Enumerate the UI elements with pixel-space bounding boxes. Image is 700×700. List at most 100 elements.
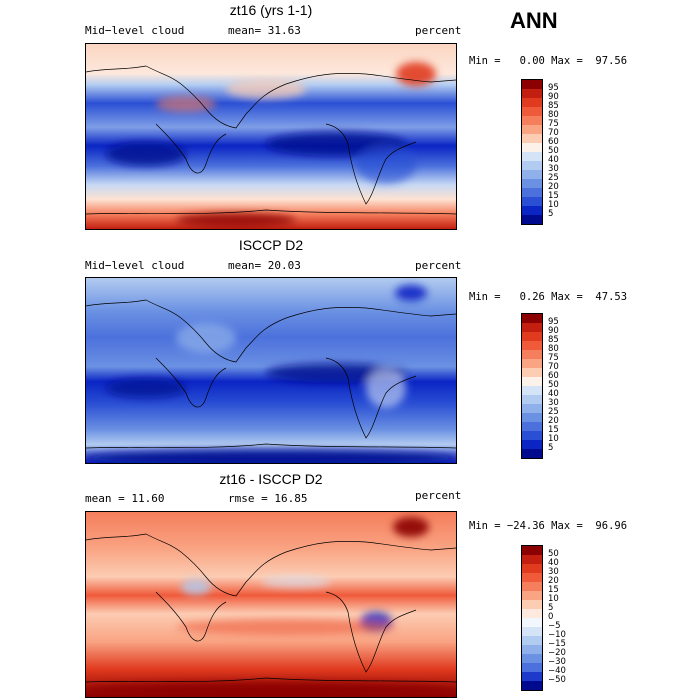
panel-3-colorbar-label: 30 — [548, 567, 559, 577]
panel-3-colorbar-label: −15 — [548, 639, 566, 649]
panel-3-colorbar-box — [522, 546, 542, 555]
panel-1-colorbar-label: 30 — [548, 164, 559, 174]
panel-1-colorbar-box — [522, 179, 542, 188]
panel-2-colorbar-label: 90 — [548, 326, 559, 336]
panel-3-minmax: Min = −24.36 Max = 96.96 — [469, 520, 628, 532]
panel-2-colorbar-box — [522, 386, 542, 395]
panel-3-colorbar-box — [522, 654, 542, 663]
panel-2-colorbar-label: 30 — [548, 398, 559, 408]
panel-3-colorbar-label: −20 — [548, 648, 566, 658]
panel-2-colorbar-box — [522, 449, 542, 458]
panel-3-colorbar-label: 5 — [548, 603, 554, 613]
panel-1-colorbar-box — [522, 170, 542, 179]
panel-2-mean-label: mean= 20.03 — [228, 259, 301, 272]
panel-3-colorbar-box — [522, 645, 542, 654]
panel-2-colorbar-box — [522, 314, 542, 323]
panel-2-colorbar-label: 15 — [548, 425, 559, 435]
panel-1-colorbar-label: 15 — [548, 191, 559, 201]
panel-2-colorbar-label: 80 — [548, 344, 559, 354]
panel-3-colorbar-label: −10 — [548, 630, 566, 640]
panel-3-colorbar-box — [522, 663, 542, 672]
panel-2-colorbar-label: 40 — [548, 389, 559, 399]
panel-1-colorbar-label: 50 — [548, 146, 559, 156]
panel-3-colorbar — [521, 545, 543, 691]
panel-1-colorbar-box — [522, 98, 542, 107]
panel-3-mean-label: mean = 11.60 — [85, 492, 165, 505]
panel-1-colorbar-label: 60 — [548, 137, 559, 147]
panel-2-colorbar-box — [522, 350, 542, 359]
panel-1-colorbar-label: 80 — [548, 110, 559, 120]
panel-2-colorbar-label: 70 — [548, 362, 559, 372]
panel-3-colorbar-label: 40 — [548, 558, 559, 568]
panel-3-colorbar-label: −50 — [548, 675, 566, 685]
panel-3-colorbar-label: 15 — [548, 585, 559, 595]
panel-2-colorbar-label: 95 — [548, 317, 559, 327]
panel-1-colorbar-box — [522, 125, 542, 134]
panel-3-colorbar-box — [522, 672, 542, 681]
panel-1-colorbar-box — [522, 80, 542, 89]
panel-1-colorbar-labels: 95 90 85 80 75 70 60 50 40 30 25 20 15 1… — [548, 79, 588, 223]
panel-1-mean-label: mean= 31.63 — [228, 24, 301, 37]
panel-3-colorbar-box — [522, 573, 542, 582]
panel-2-colorbar-box — [522, 377, 542, 386]
panel-2-colorbar-box — [522, 413, 542, 422]
panel-1-colorbar-label: 75 — [548, 119, 559, 129]
panel-3-colorbar-box — [522, 681, 542, 690]
panel-1-colorbar-box — [522, 107, 542, 116]
panel-2-colorbar-labels: 95 90 85 80 75 70 60 50 40 30 25 20 15 1… — [548, 313, 588, 457]
panel-2-minmax: Min = 0.26 Max = 47.53 — [469, 291, 628, 303]
panel-3-colorbar-box — [522, 636, 542, 645]
panel-2-map — [85, 277, 457, 464]
panel-2-title: ISCCP D2 — [238, 237, 304, 253]
panel-3-colorbar-label: 50 — [548, 549, 559, 559]
panel-2-colorbar-box — [522, 368, 542, 377]
panel-3-colorbar-box — [522, 609, 542, 618]
panel-1-colorbar-box — [522, 161, 542, 170]
panel-2-colorbar-label: 20 — [548, 416, 559, 426]
panel-1-colorbar-label: 95 — [548, 83, 559, 93]
panel-1-colorbar — [521, 79, 543, 225]
panel-2-colorbar-box — [522, 431, 542, 440]
panel-1-map — [85, 43, 457, 230]
panel-3-map — [85, 511, 457, 698]
panel-1-colorbar-label: 20 — [548, 182, 559, 192]
panel-1-colorbar-label: 25 — [548, 173, 559, 183]
panel-2-colorbar-box — [522, 440, 542, 449]
panel-1-colorbar-label: 85 — [548, 101, 559, 111]
panel-2-colorbar-label: 75 — [548, 353, 559, 363]
panel-3-colorbar-label: −30 — [548, 657, 566, 667]
panel-2-colorbar — [521, 313, 543, 459]
panel-2-colorbar-label: 10 — [548, 434, 559, 444]
panel-1-colorbar-box — [522, 215, 542, 224]
panel-1-minmax: Min = 0.00 Max = 97.56 — [469, 55, 628, 67]
panel-1-colorbar-box — [522, 116, 542, 125]
panel-2-units-label: percent — [415, 259, 462, 272]
panel-3-colorbar-label: −40 — [548, 666, 566, 676]
panel-1-colorbar-label: 5 — [548, 209, 554, 219]
panel-2-variable-label: Mid−level cloud — [85, 259, 185, 272]
season-label: ANN — [510, 8, 558, 33]
panel-2-map-graphic — [86, 278, 456, 463]
panel-3-map-graphic — [86, 512, 456, 697]
panel-3-title: zt16 - ISCCP D2 — [219, 471, 323, 487]
panel-1-colorbar-box — [522, 134, 542, 143]
panel-2-colorbar-label: 85 — [548, 335, 559, 345]
panel-1-colorbar-box — [522, 197, 542, 206]
panel-3-colorbar-box — [522, 618, 542, 627]
panel-1-colorbar-box — [522, 89, 542, 98]
panel-2-colorbar-label: 5 — [548, 443, 554, 453]
panel-1-units-label: percent — [415, 24, 462, 37]
panel-2-colorbar-box — [522, 359, 542, 368]
panel-1-colorbar-box — [522, 152, 542, 161]
panel-2-colorbar-label: 50 — [548, 380, 559, 390]
panel-1-map-graphic — [86, 44, 456, 229]
panel-3-colorbar-label: 0 — [548, 612, 554, 622]
panel-3-colorbar-box — [522, 591, 542, 600]
panel-1-colorbar-box — [522, 206, 542, 215]
panel-1-colorbar-label: 10 — [548, 200, 559, 210]
panel-3-colorbar-label: 10 — [548, 594, 559, 604]
panel-1-variable-label: Mid−level cloud — [85, 24, 185, 37]
panel-3-colorbar-box — [522, 627, 542, 636]
panel-2-colorbar-box — [522, 395, 542, 404]
panel-1-colorbar-box — [522, 143, 542, 152]
